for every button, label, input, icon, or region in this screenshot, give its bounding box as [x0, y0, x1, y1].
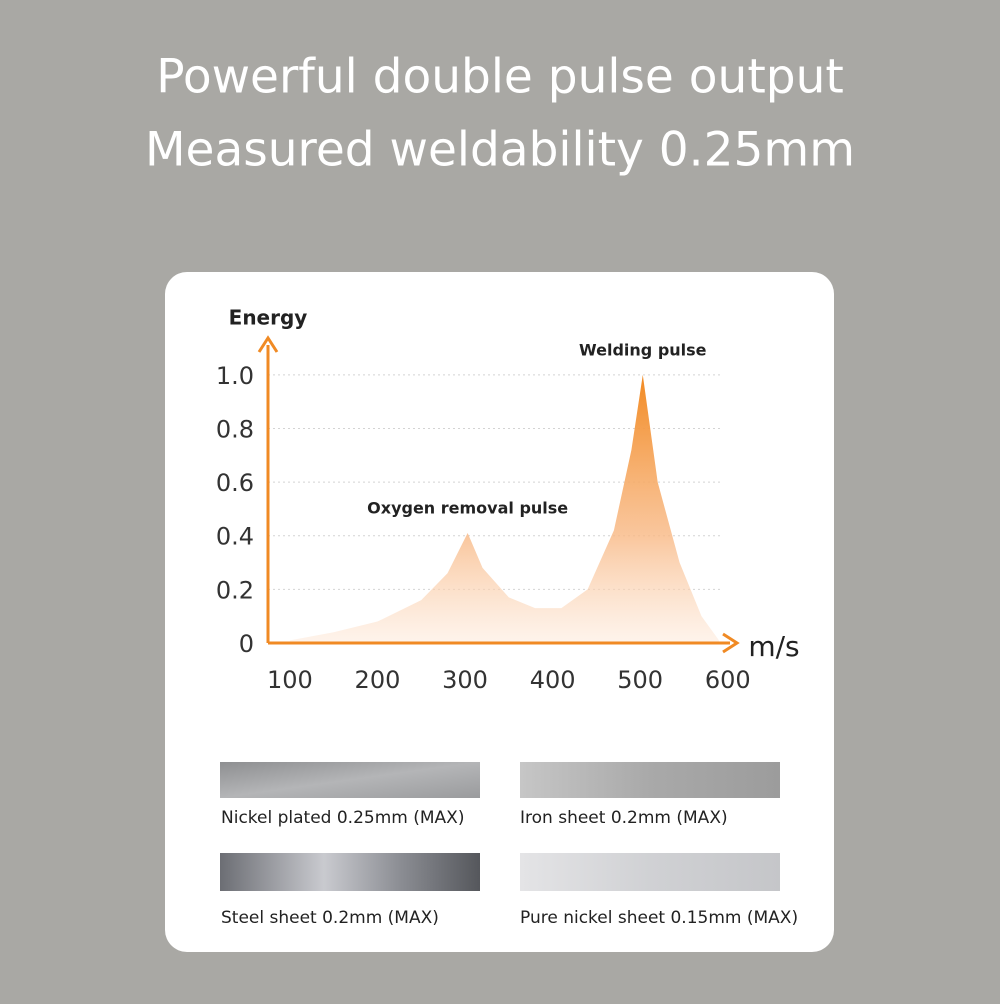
- title-line: Powerful double pulse output: [156, 50, 844, 105]
- y-tick-label: 0.2: [216, 576, 254, 604]
- title-line: Measured weldability 0.25mm: [145, 123, 855, 178]
- chart: 0 0.2 0.4 0.6 0.8 1.0 100 200 300 400 500 600 Oxygen…: [216, 340, 751, 694]
- swatch: [520, 762, 780, 798]
- annotation: Welding pulse: [579, 340, 707, 359]
- x-tick-label: 500: [617, 666, 663, 694]
- y-tick-label: 0: [239, 630, 254, 658]
- area: [289, 374, 719, 643]
- material-label: Nickel plated 0.25mm (MAX): [221, 808, 464, 828]
- y-tick-label: 1.0: [216, 362, 254, 390]
- x-arrow: [722, 632, 740, 654]
- y-arrow: [257, 335, 279, 353]
- swatch: [520, 853, 780, 891]
- x-tick-label: 300: [442, 666, 488, 694]
- annotation: Oxygen removal pulse: [367, 499, 568, 518]
- y-tick-label: 0.8: [216, 415, 254, 443]
- material-label: Iron sheet 0.2mm (MAX): [520, 808, 728, 828]
- x-axis-label: m/s: [748, 630, 799, 663]
- y-tick-label: 0.4: [216, 523, 254, 551]
- x-tick-label: 600: [705, 666, 751, 694]
- material-label: Steel sheet 0.2mm (MAX): [221, 908, 439, 928]
- swatch: [220, 853, 480, 891]
- material-label: Pure nickel sheet 0.15mm (MAX): [520, 908, 798, 928]
- x-tick-label: 100: [267, 666, 313, 694]
- x-tick-label: 200: [355, 666, 401, 694]
- x-tick-label: 400: [530, 666, 576, 694]
- swatch: [220, 762, 480, 798]
- y-axis-label: Energy: [229, 306, 308, 330]
- y-tick-label: 0.6: [216, 469, 254, 497]
